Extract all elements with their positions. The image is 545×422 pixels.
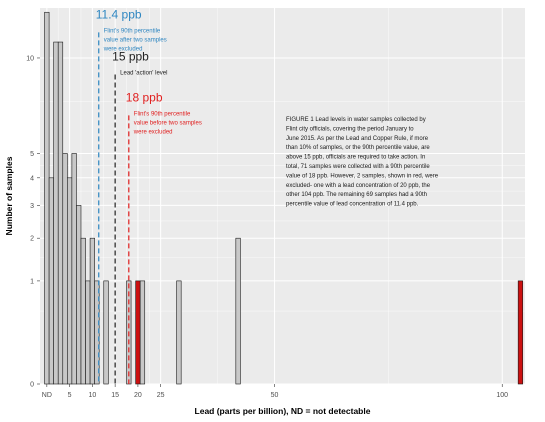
reference-note-line: were excluded (133, 129, 173, 135)
reference-note-line: Flint's 90th percentile (134, 111, 191, 117)
reference-note: Flint's 90th percentile value before two … (133, 111, 202, 135)
histogram-bar (71, 153, 77, 385)
histogram-bar (85, 280, 91, 385)
histogram-bar (176, 280, 182, 385)
axes: 0 1 2 3 4 5 10 ND 5 10 15 20 25 50 100 (26, 55, 508, 399)
reference-label: 15 ppb (112, 50, 149, 64)
excluded-bar (135, 280, 141, 385)
reference-lines (98, 32, 130, 384)
caption-line: other 104 ppb. The remaining 69 samples … (286, 192, 427, 198)
histogram-bar (48, 177, 54, 385)
reference-note-line: Lead 'action' level (120, 71, 167, 77)
histogram-bar (53, 41, 59, 385)
excluded-bar (517, 280, 524, 385)
annotations: 11.4 ppb Flint's 90th percentile value aft… (96, 7, 202, 135)
caption-line: June 2015. As per the Lead and Copper Ru… (286, 136, 429, 142)
x-tick-label: 15 (111, 392, 119, 399)
histogram-bar (44, 11, 50, 385)
reference-label: 18 ppb (126, 90, 163, 104)
y-axis-title: Number of samples (4, 156, 14, 235)
x-tick-label: 50 (271, 392, 279, 399)
histogram-bar (139, 280, 146, 385)
reference-note-line: value before two samples (134, 120, 202, 126)
caption-line: above 15 ppb, officials are required to … (286, 155, 425, 161)
reference-note-line: value after two samples (104, 37, 167, 43)
reference-label: 11.4 ppb (96, 7, 142, 21)
y-tick-label: 3 (30, 203, 34, 210)
y-tick-label: 5 (30, 151, 34, 158)
caption-line: excluded- one with a lead concentration … (286, 183, 431, 189)
caption-line: than 10% of samples, or the 90th percent… (286, 145, 430, 151)
x-tick-label: ND (42, 392, 52, 399)
histogram-bar (89, 237, 95, 385)
y-tick-label: 10 (26, 55, 34, 62)
reference-note: Lead 'action' level (120, 71, 167, 77)
x-axis-title: Lead (parts per billion), ND = not detec… (195, 406, 371, 416)
x-tick-label: 100 (496, 392, 508, 399)
caption-line: percentile value of lead concentration o… (286, 202, 419, 208)
caption-line: total, 71 samples were collected with a … (286, 164, 430, 170)
reference-note: Flint's 90th percentile value after two s… (103, 28, 167, 52)
y-tick-label: 0 (30, 382, 34, 389)
x-tick-label: 25 (157, 392, 165, 399)
caption-line: FIGURE 1 Lead levels in water samples co… (286, 117, 426, 123)
caption-line: Flint city officials, covering the perio… (286, 126, 414, 132)
figure-caption: FIGURE 1 Lead levels in water samples co… (286, 117, 439, 208)
reference-note-line: Flint's 90th percentile (104, 28, 161, 34)
x-tick-label: 20 (134, 392, 142, 399)
y-tick-label: 4 (30, 175, 34, 182)
caption-line: value of 18 ppb. However, 2 samples, sho… (286, 173, 439, 179)
reference-note-line: were excluded (103, 46, 143, 52)
histogram-bar (67, 177, 73, 385)
plot-panel (40, 8, 525, 384)
x-tick-label: 10 (88, 392, 96, 399)
histogram-bar (62, 153, 68, 385)
histogram-bar (103, 280, 109, 385)
x-tick-label: 5 (68, 392, 72, 399)
y-tick-label: 2 (30, 236, 34, 243)
histogram-bar (80, 237, 86, 385)
histogram-bar (235, 237, 241, 385)
histogram-bar (76, 205, 82, 385)
histogram-bar (57, 41, 64, 385)
y-tick-label: 1 (30, 278, 34, 285)
